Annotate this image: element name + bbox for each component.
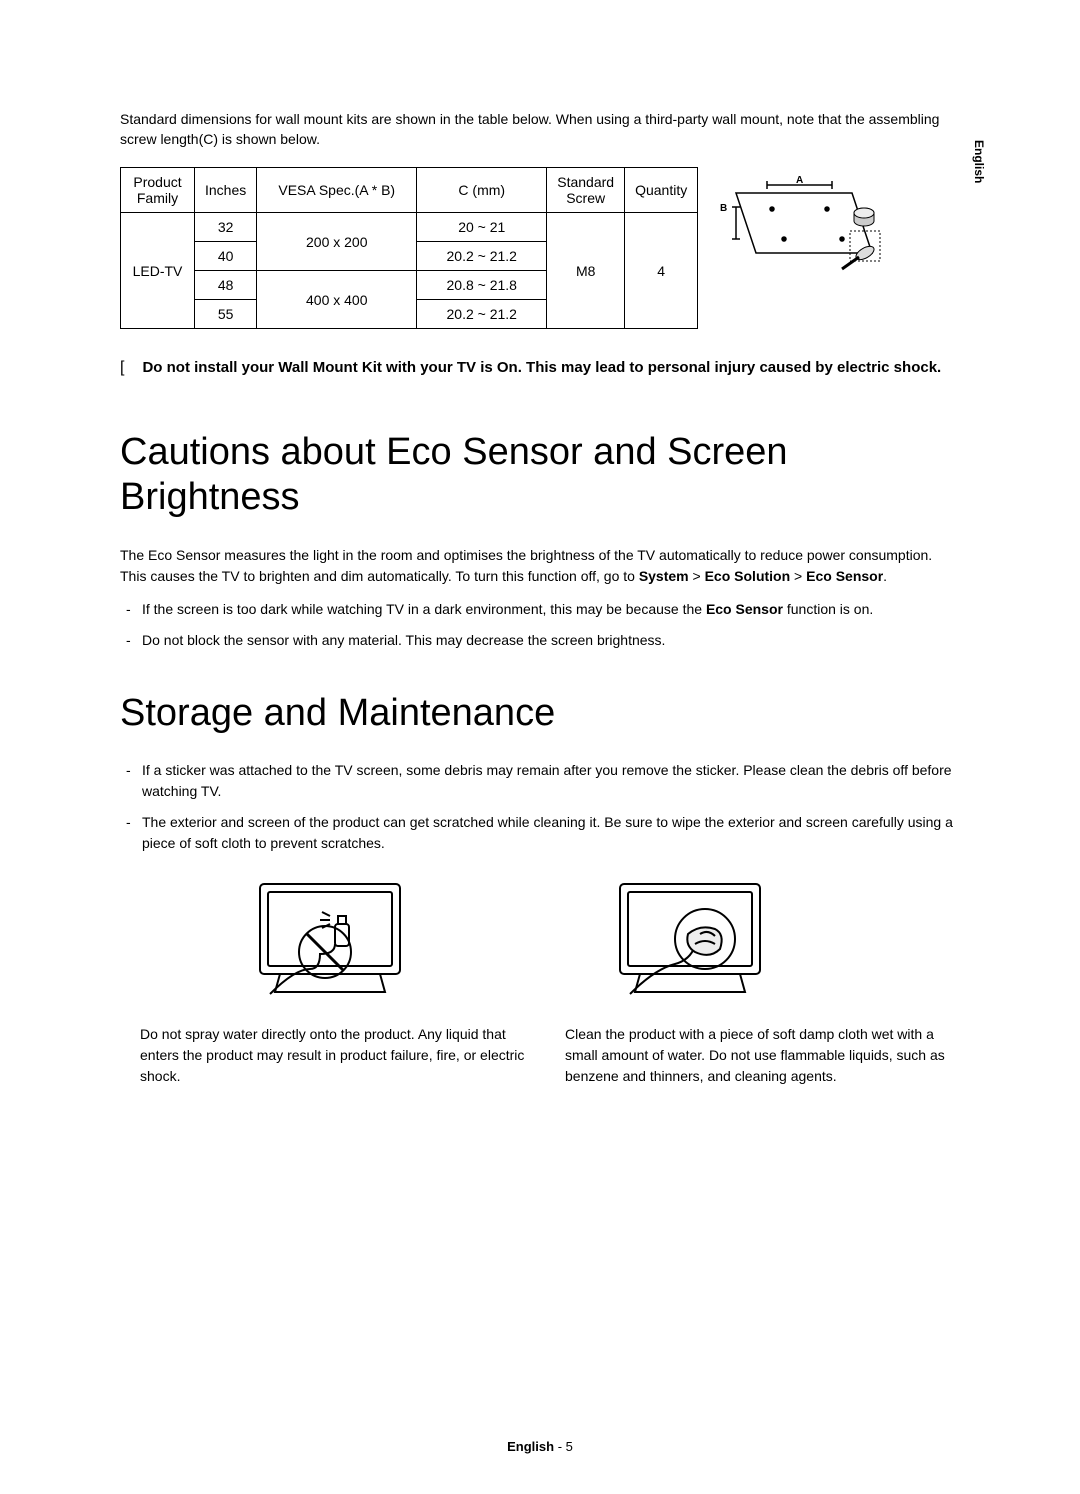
vesa-diagram: A B [712, 167, 882, 288]
warning-block: [ Do not install your Wall Mount Kit wit… [120, 357, 960, 380]
cell-inches: 55 [195, 300, 257, 329]
wall-mount-table-wrap: Product Family Inches VESA Spec.(A * B) … [120, 167, 960, 329]
bullet-pre: If the screen is too dark while watching… [142, 601, 706, 617]
storage-captions: Do not spray water directly onto the pro… [140, 1024, 960, 1087]
list-item: If the screen is too dark while watching… [120, 599, 960, 620]
storage-bullet-list: If a sticker was attached to the TV scre… [120, 760, 960, 854]
eco-bold-solution: Eco Solution [705, 568, 791, 584]
bullet-post: function is on. [783, 601, 873, 617]
cell-product-family: LED-TV [121, 213, 195, 329]
caption-soft-cloth: Clean the product with a piece of soft d… [565, 1024, 960, 1087]
table-row: LED-TV 32 200 x 200 20 ~ 21 M8 4 [121, 213, 698, 242]
footer-page: 5 [566, 1439, 573, 1454]
wall-mount-table: Product Family Inches VESA Spec.(A * B) … [120, 167, 698, 329]
cell-screw: M8 [547, 213, 625, 329]
cell-c: 20.2 ~ 21.2 [417, 300, 547, 329]
th-product-family: Product Family [121, 168, 195, 213]
diagram-label-b: B [720, 203, 727, 214]
eco-heading: Cautions about Eco Sensor and Screen Bri… [120, 430, 960, 521]
cell-inches: 48 [195, 271, 257, 300]
footer-lang: English [507, 1439, 554, 1454]
warning-text: Do not install your Wall Mount Kit with … [142, 357, 941, 380]
cell-vesa: 200 x 200 [257, 213, 417, 271]
list-item: Do not block the sensor with any materia… [120, 630, 960, 651]
intro-paragraph: Standard dimensions for wall mount kits … [120, 110, 960, 149]
caption-no-spray: Do not spray water directly onto the pro… [140, 1024, 535, 1087]
cell-vesa: 400 x 400 [257, 271, 417, 329]
storage-heading: Storage and Maintenance [120, 691, 960, 737]
eco-bullet-list: If the screen is too dark while watching… [120, 599, 960, 651]
no-spray-illustration [240, 874, 420, 1004]
cell-c: 20.8 ~ 21.8 [417, 271, 547, 300]
cell-c: 20 ~ 21 [417, 213, 547, 242]
th-c: C (mm) [417, 168, 547, 213]
eco-end: . [883, 568, 887, 584]
language-side-tab: English [972, 140, 986, 183]
cell-inches: 32 [195, 213, 257, 242]
page-footer: English - 5 [0, 1439, 1080, 1454]
eco-sep1: > [689, 568, 705, 584]
warning-icon: [ [120, 357, 124, 380]
table-header-row: Product Family Inches VESA Spec.(A * B) … [121, 168, 698, 213]
eco-bold-system: System [639, 568, 689, 584]
diagram-label-a: A [796, 175, 803, 186]
eco-sep2: > [790, 568, 806, 584]
th-inches: Inches [195, 168, 257, 213]
storage-illustrations [240, 874, 960, 1004]
cell-quantity: 4 [625, 213, 698, 329]
bullet-pre: Do not block the sensor with any materia… [142, 632, 665, 648]
th-quantity: Quantity [625, 168, 698, 213]
cell-inches: 40 [195, 242, 257, 271]
list-item: The exterior and screen of the product c… [120, 812, 960, 854]
th-vesa: VESA Spec.(A * B) [257, 168, 417, 213]
soft-cloth-illustration [600, 874, 780, 1004]
bullet-bold: Eco Sensor [706, 601, 783, 617]
th-screw: Standard Screw [547, 168, 625, 213]
eco-bold-sensor: Eco Sensor [806, 568, 883, 584]
cell-c: 20.2 ~ 21.2 [417, 242, 547, 271]
eco-paragraph: The Eco Sensor measures the light in the… [120, 545, 960, 587]
list-item: If a sticker was attached to the TV scre… [120, 760, 960, 802]
